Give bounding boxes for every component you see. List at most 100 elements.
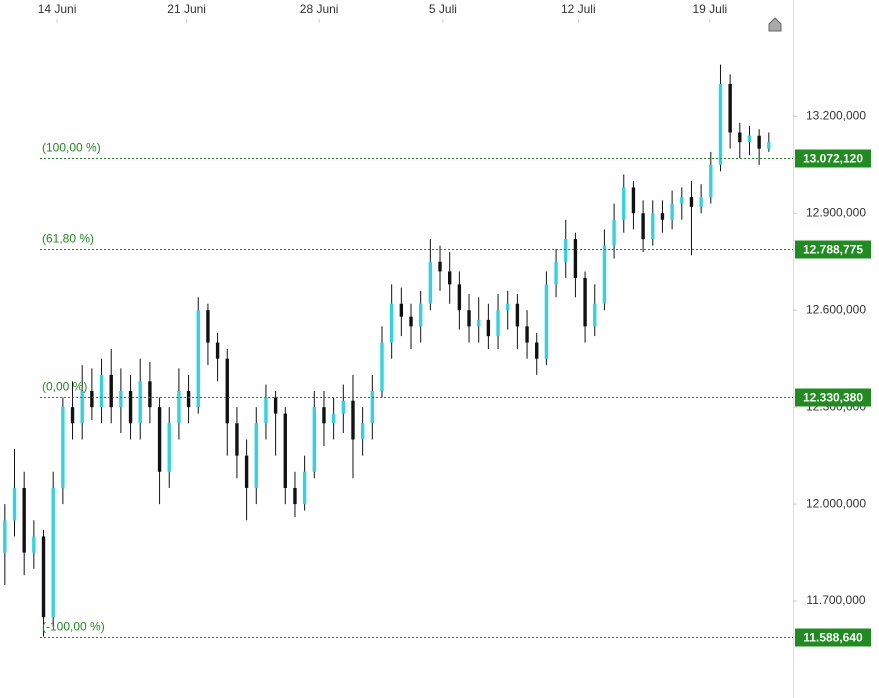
y-tick-label: 11.700,000	[806, 593, 865, 607]
x-tick-label: 14 Juni	[38, 2, 77, 16]
candle-body	[418, 303, 423, 327]
fib-level-name: (100,00 %)	[42, 141, 101, 155]
fib-level-name: (0,00 %)	[42, 380, 87, 394]
candle-body	[51, 487, 55, 618]
y-tick-label: 12.600,000	[806, 302, 866, 316]
candle-body	[496, 310, 500, 337]
candle-body	[283, 413, 287, 488]
candle-body	[380, 342, 384, 392]
candle-body	[689, 197, 694, 207]
y-tick-label: 12.000,000	[806, 496, 866, 510]
candle-body	[438, 261, 442, 272]
candle-body	[167, 423, 171, 472]
candle-body	[399, 303, 404, 317]
candle-body	[12, 487, 17, 521]
x-tick-label: 28 Juni	[300, 2, 339, 16]
candle-body	[409, 316, 413, 327]
candle-body	[593, 303, 597, 327]
candle-body	[215, 342, 220, 359]
candle-body	[61, 407, 65, 488]
candle-body	[709, 164, 713, 198]
candle-body	[622, 187, 626, 220]
candle-body	[177, 391, 181, 424]
candle-body	[80, 391, 84, 424]
candle-body	[264, 397, 268, 424]
fib-level-badge	[795, 628, 871, 647]
fib-level-badge	[795, 149, 871, 168]
candle-body	[360, 423, 365, 440]
candle-body	[554, 261, 558, 285]
candle-body	[389, 303, 394, 343]
candle-body	[206, 310, 210, 343]
fib-level-name: (61,80 %)	[42, 232, 94, 246]
candle-body	[651, 213, 655, 240]
candle-body	[660, 213, 665, 220]
candle-body	[41, 536, 46, 618]
candle-body	[428, 261, 433, 304]
candle-body	[457, 284, 462, 311]
candle-body	[583, 277, 587, 327]
candle-body	[293, 487, 297, 505]
fib-level-name: (-100,00 %)	[42, 620, 105, 634]
candle-body	[370, 391, 375, 424]
candle-body	[196, 310, 200, 408]
candle-body	[22, 487, 26, 553]
fib-level-badge	[795, 240, 871, 259]
candle-body	[738, 132, 742, 143]
fib-level-label: 11.588,640	[803, 631, 863, 645]
candle-body	[680, 197, 684, 204]
candle-body	[157, 407, 162, 472]
fib-level-label: 12.788,775	[803, 243, 863, 257]
candle-body	[3, 520, 7, 553]
candle-body	[602, 245, 607, 304]
candle-body	[718, 84, 723, 165]
candle-body	[486, 319, 491, 337]
x-tick-label: 12 Juli	[561, 2, 596, 16]
candle-body	[670, 203, 674, 220]
candle-body	[467, 310, 471, 327]
candle-body	[728, 84, 732, 133]
candle-body	[747, 135, 752, 143]
candle-body	[699, 197, 703, 207]
candle-body	[235, 423, 239, 456]
candle-body	[302, 471, 307, 505]
fib-level-label: 13.072,120	[803, 152, 863, 166]
candle-body	[128, 391, 133, 424]
candle-body	[515, 303, 520, 327]
candle-body	[544, 284, 549, 359]
y-tick-label: 13.200,000	[806, 109, 866, 123]
candle-body	[70, 407, 75, 424]
candle-body	[148, 381, 152, 408]
candle-body	[641, 213, 645, 240]
candle-body	[244, 455, 249, 488]
candle-body	[322, 407, 326, 424]
candle-body	[612, 219, 616, 246]
candle-body	[506, 303, 510, 311]
candle-body	[138, 381, 142, 424]
candle-body	[341, 400, 346, 414]
candle-body	[186, 391, 191, 408]
candle-body	[32, 536, 36, 553]
fib-level-badge	[795, 388, 871, 407]
candle-body	[477, 319, 481, 327]
candle-body	[312, 407, 316, 472]
y-tick-label: 12.900,000	[806, 205, 866, 219]
x-tick-label: 19 Juli	[692, 2, 727, 16]
candle-body	[99, 374, 104, 408]
candle-body	[564, 239, 568, 262]
candle-body	[631, 187, 636, 214]
candle-body	[351, 400, 355, 440]
candle-body	[254, 423, 258, 488]
candle-body	[90, 391, 94, 408]
fib-level-label: 12.330,380	[803, 391, 863, 405]
candle-body	[767, 142, 771, 149]
candle-body	[273, 397, 278, 414]
candle-body	[331, 413, 336, 424]
candle-body	[757, 135, 761, 149]
candle-body	[109, 374, 113, 408]
candle-body	[535, 342, 539, 359]
home-icon[interactable]	[768, 17, 782, 32]
x-tick-label: 21 Juni	[167, 2, 206, 16]
